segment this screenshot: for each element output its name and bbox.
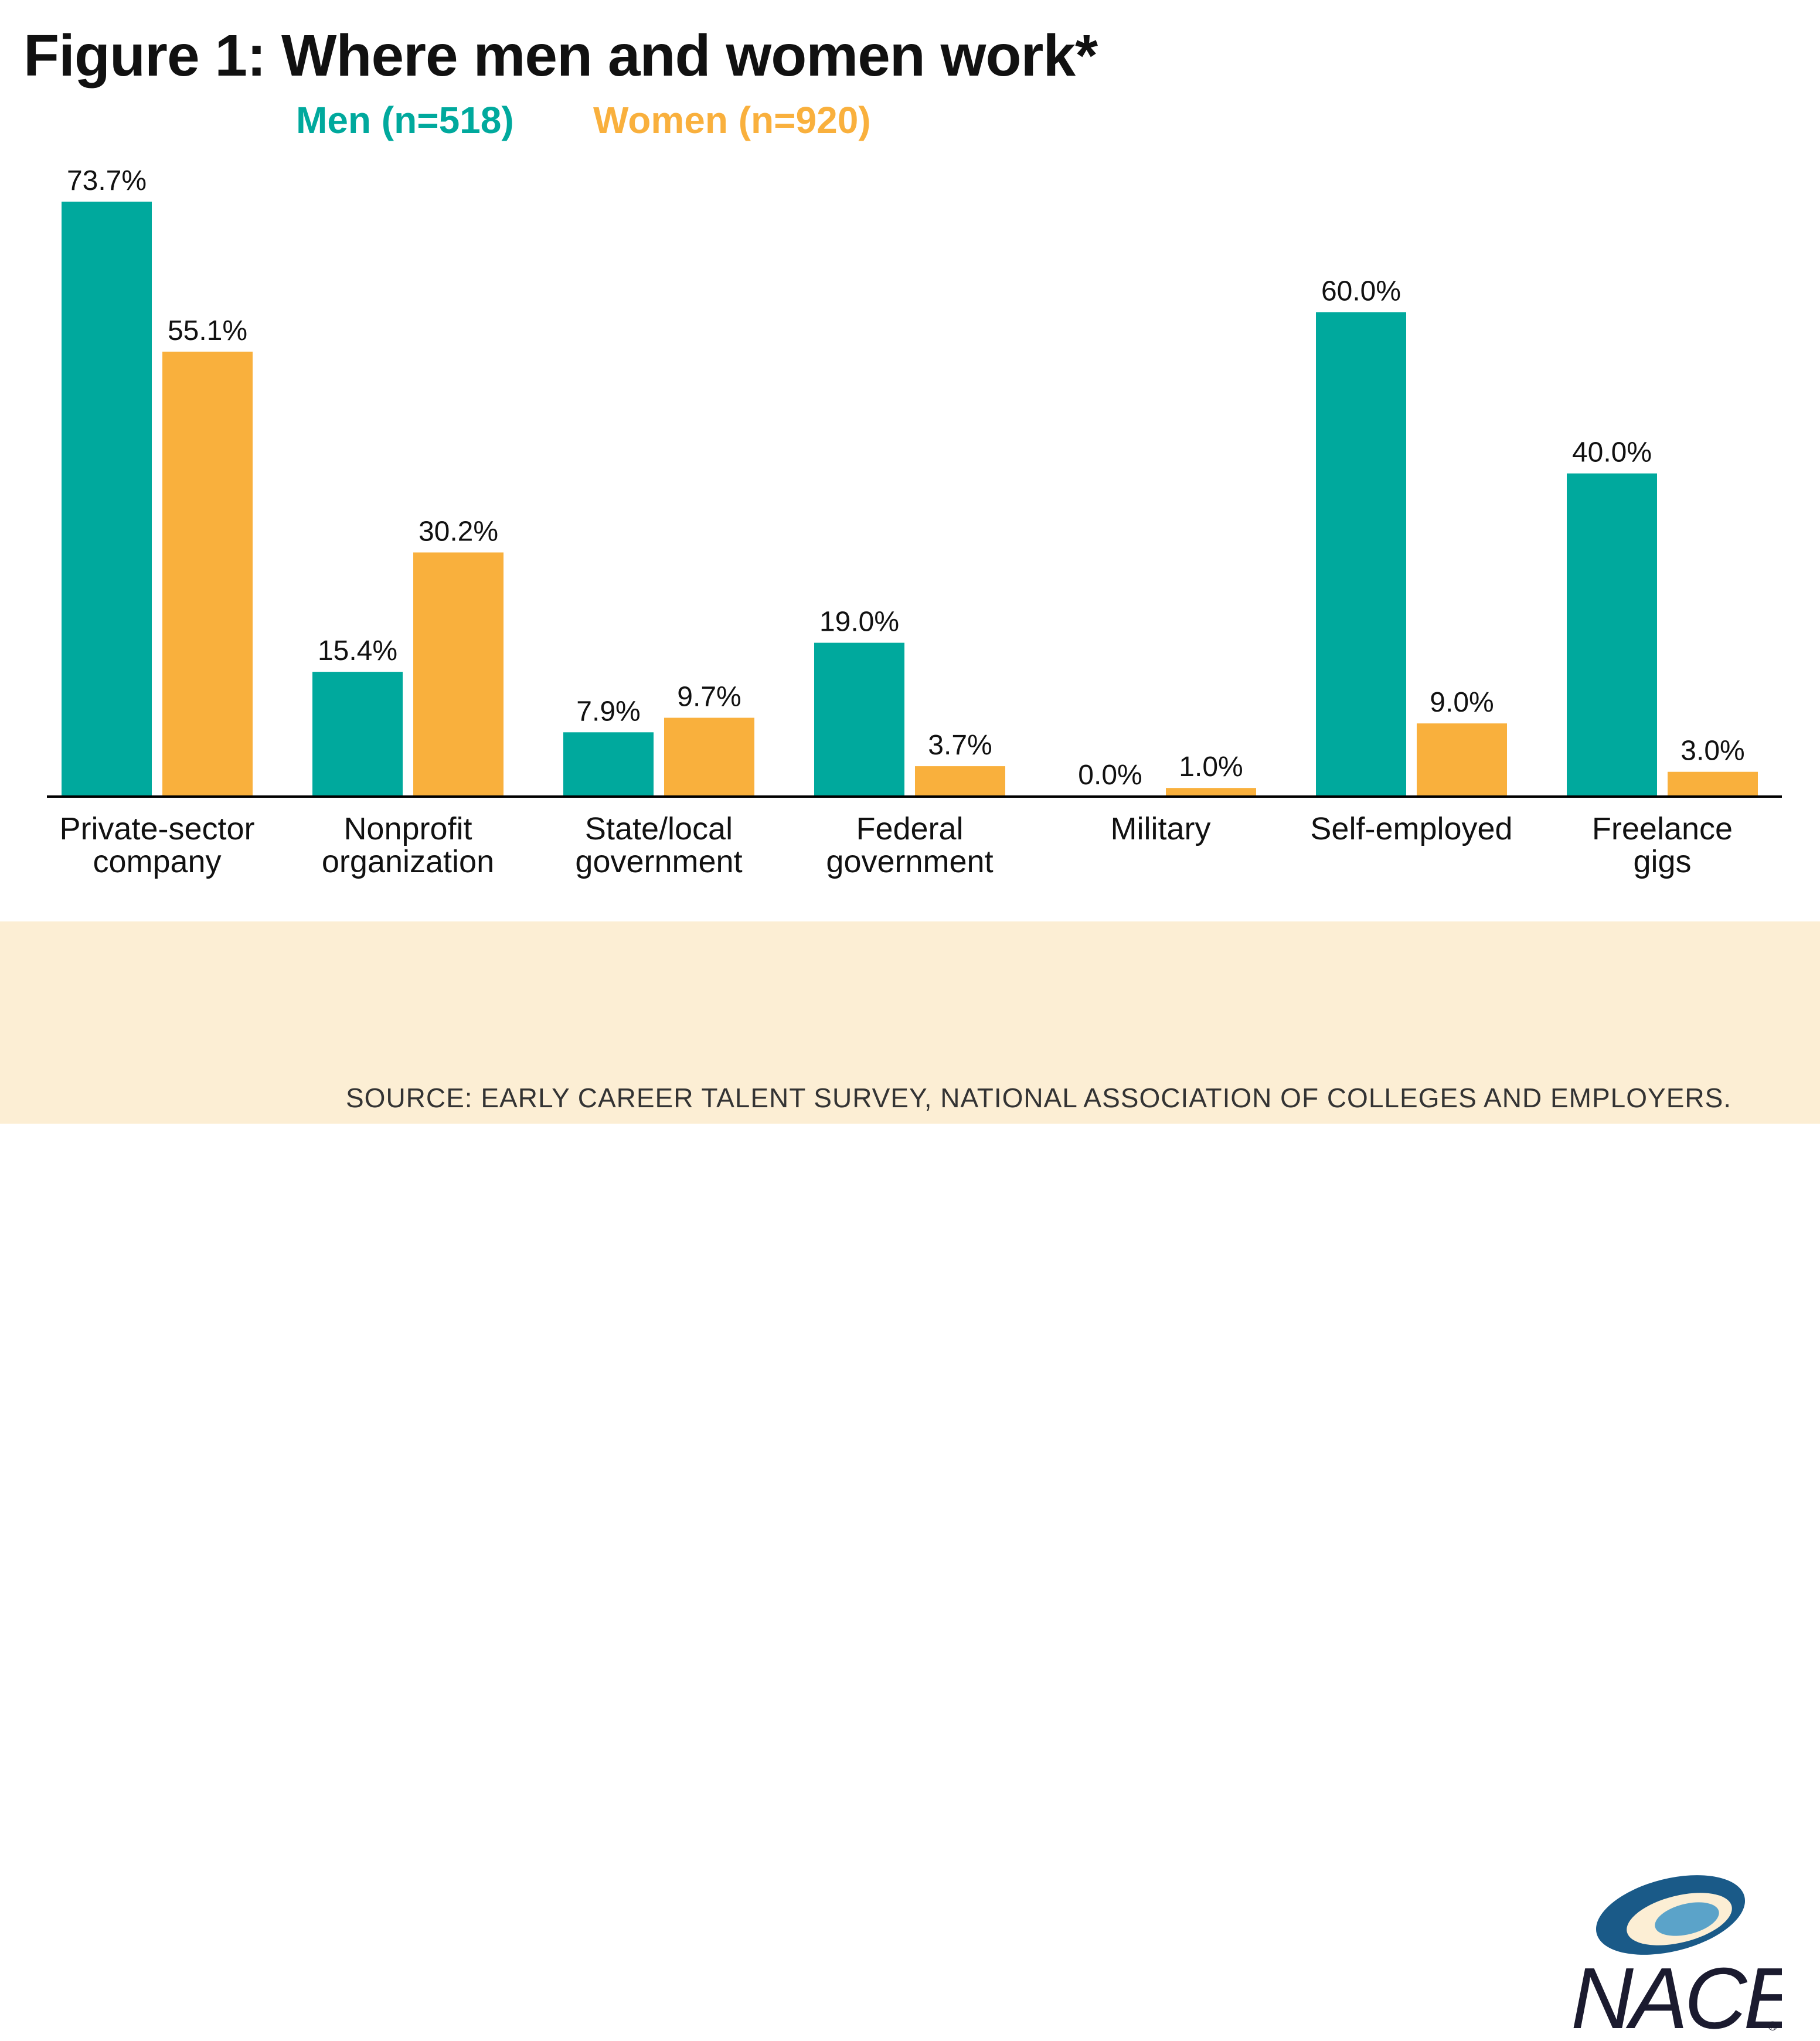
category-label-military: Military: [1111, 811, 1211, 846]
value-label-women-state-local-government: 9.7%: [677, 682, 741, 713]
bar-women-nonprofit-organization: [413, 552, 504, 796]
value-label-men-self-employed: 60.0%: [1321, 275, 1401, 307]
bar-women-self-employed: [1417, 723, 1507, 796]
bar-women-state-local-government: [664, 717, 754, 796]
value-label-women-self-employed: 9.0%: [1430, 687, 1494, 718]
value-label-men-freelance-gigs: 40.0%: [1572, 437, 1652, 468]
value-label-women-military: 1.0%: [1179, 751, 1243, 783]
category-label-private-sector-company: Private-sector company: [59, 811, 254, 879]
value-label-women-nonprofit-organization: 30.2%: [419, 516, 498, 547]
category-label-state-local-government: State/local government: [575, 811, 742, 879]
category-label-federal-government: Federal government: [826, 811, 993, 879]
legend-women: Women (n=920): [593, 99, 871, 141]
bar-men-federal-government: [814, 642, 904, 796]
bar-women-military: [1166, 788, 1256, 796]
value-label-men-military: 0.0%: [1078, 760, 1142, 791]
bar-women-private-sector-company: [162, 351, 253, 796]
bar-men-private-sector-company: [62, 202, 152, 796]
bar-men-self-employed: [1316, 312, 1406, 796]
bar-women-federal-government: [915, 766, 1005, 796]
bar-men-state-local-government: [563, 732, 654, 796]
value-label-women-freelance-gigs: 3.0%: [1680, 736, 1744, 767]
value-label-men-private-sector-company: 73.7%: [67, 165, 147, 196]
bar-women-freelance-gigs: [1668, 771, 1758, 796]
bar-chart: 73.7% 55.1% Private-sector company 15.4% 30.2…: [47, 165, 1782, 879]
logo-text: NACE: [1571, 1950, 1782, 2041]
value-label-men-federal-government: 19.0%: [819, 607, 899, 638]
value-label-men-state-local-government: 7.9%: [576, 696, 640, 727]
legend-men: Men (n=518): [296, 99, 514, 141]
category-label-self-employed: Self-employed: [1310, 811, 1512, 846]
category-label-freelance-gigs: Freelance gigs: [1592, 811, 1733, 879]
value-label-women-federal-government: 3.7%: [928, 730, 992, 761]
chart-title: Figure 1: Where men and women work*: [23, 23, 1098, 89]
logo-registered-mark: ®: [1768, 2019, 1777, 2033]
bar-men-nonprofit-organization: [312, 672, 403, 796]
category-label-nonprofit-organization: Nonprofit organization: [322, 811, 494, 879]
nace-logo: NACE ®: [1571, 1875, 1782, 2041]
source-note: SOURCE: EARLY CAREER TALENT SURVEY, NATI…: [346, 1083, 1732, 1113]
value-label-men-nonprofit-organization: 15.4%: [318, 635, 397, 666]
value-label-women-private-sector-company: 55.1%: [168, 315, 247, 346]
bar-men-freelance-gigs: [1567, 473, 1657, 796]
